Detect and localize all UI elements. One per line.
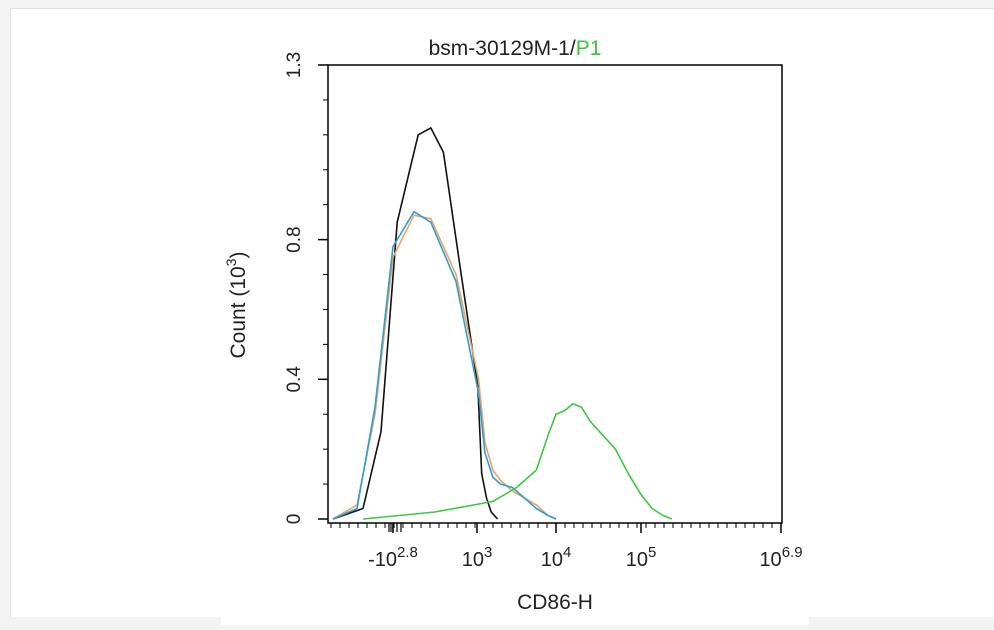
plot-frame <box>327 64 783 524</box>
x-tick-base: -10 <box>368 549 397 571</box>
x-axis-label: CD86-H <box>517 591 593 614</box>
y-axis-label: Count (103) <box>223 251 250 358</box>
y-tick-label: 1.3 <box>284 52 305 78</box>
x-tick-exponent: 6.9 <box>782 544 803 561</box>
y-tick-label: 0.4 <box>284 366 305 393</box>
x-tick-base: 10 <box>541 549 563 571</box>
image-viewer-frame: bsm-30129M-1/P1 0 0.4 0.8 1.3 -102.8 103 104 1… <box>10 8 994 625</box>
series-line-4 <box>362 403 673 520</box>
x-tick-label: 103 <box>462 544 493 571</box>
series-curves <box>332 127 673 520</box>
chart-title-gate: P1 <box>576 37 602 60</box>
x-tick-base: 10 <box>626 549 648 571</box>
flow-histogram-figure: bsm-30129M-1/P1 0 0.4 0.8 1.3 -102.8 103 104 1… <box>221 25 809 625</box>
x-axis: -102.8 103 104 105 106.9 <box>330 523 803 571</box>
series-line-1 <box>332 127 499 520</box>
y-tick-label: 0.8 <box>284 226 305 252</box>
chart-title: bsm-30129M-1/P1 <box>429 37 602 60</box>
x-tick-exponent: 5 <box>648 544 656 561</box>
x-tick-exponent: 2.8 <box>397 544 418 561</box>
y-axis-label-close: ) <box>227 251 250 258</box>
x-tick-label: 105 <box>626 544 657 571</box>
x-tick-label: 106.9 <box>759 544 802 571</box>
x-tick-base: 10 <box>759 549 781 571</box>
y-axis-label-text: Count (10 <box>227 266 250 358</box>
histogram-chart: bsm-30129M-1/P1 00.40.81.3 -102.8 103 104 1… <box>223 37 803 614</box>
y-tick-label: 0 <box>284 514 305 525</box>
x-tick-exponent: 3 <box>484 544 492 561</box>
series-line-3 <box>332 210 557 520</box>
x-tick-base: 10 <box>462 549 484 571</box>
chart-title-sample: bsm-30129M-1/ <box>429 37 576 60</box>
x-tick-exponent: 4 <box>563 544 571 561</box>
x-tick-label: -102.8 <box>368 544 418 571</box>
y-axis-label-exponent: 3 <box>223 258 239 266</box>
series-line-2 <box>332 214 557 520</box>
x-tick-label: 104 <box>541 544 572 571</box>
y-axis: 0 0.4 0.8 1.3 <box>284 52 328 525</box>
